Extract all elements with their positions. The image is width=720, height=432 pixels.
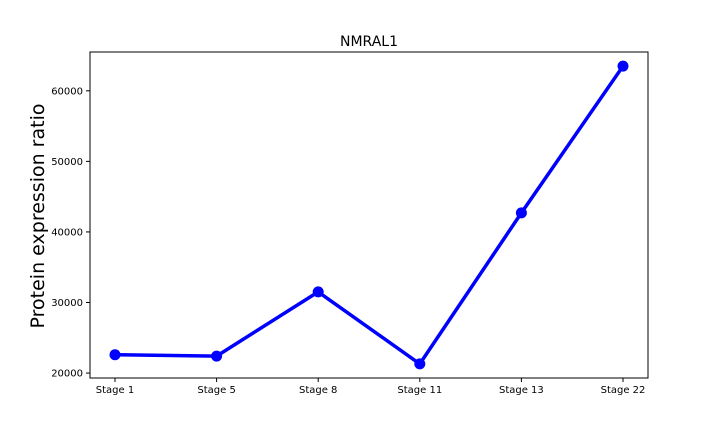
y-tick-label: 20000 [51, 369, 83, 380]
chart-title: NMRAL1 [340, 34, 398, 50]
x-tick-label: Stage 8 [299, 385, 337, 396]
plot-area-frame [89, 51, 649, 379]
series-line [114, 65, 625, 366]
data-point [109, 349, 121, 361]
y-tick-label: 30000 [51, 298, 83, 309]
data-point [312, 286, 324, 298]
y-tick-label: 60000 [51, 86, 83, 97]
x-tick-label: Stage 11 [397, 385, 442, 396]
y-tick-label: 50000 [51, 157, 83, 168]
y-axis-ticks: 20000 30000 40000 50000 60000 [51, 86, 90, 380]
x-axis-ticks: Stage 1 Stage 5 Stage 8 Stage 11 Stage 13 Sta… [96, 378, 646, 396]
x-tick-label: Stage 22 [601, 385, 646, 396]
data-point [617, 60, 629, 72]
x-tick-label: Stage 1 [96, 385, 134, 396]
data-point [211, 350, 223, 362]
x-tick-label: Stage 5 [197, 385, 235, 396]
data-point [515, 207, 527, 219]
x-tick-label: Stage 13 [499, 385, 544, 396]
y-axis-label: Protein expression ratio [27, 104, 49, 329]
data-point [414, 358, 426, 370]
y-tick-label: 40000 [51, 227, 83, 238]
series-layer [109, 60, 629, 370]
